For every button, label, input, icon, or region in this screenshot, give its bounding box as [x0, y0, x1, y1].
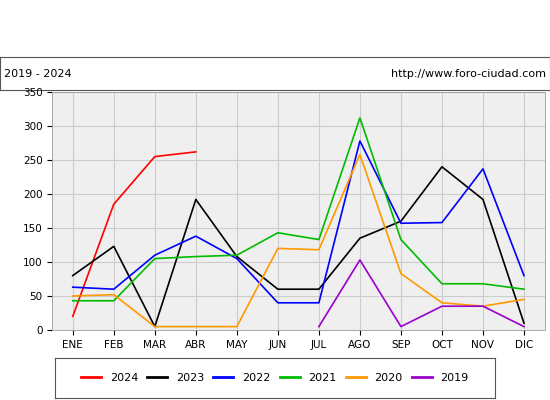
Legend: 2024, 2023, 2022, 2021, 2020, 2019: 2024, 2023, 2022, 2021, 2020, 2019 — [77, 368, 473, 388]
Text: Evolucion Nº Turistas Nacionales en el municipio de Sardón de los Frailes: Evolucion Nº Turistas Nacionales en el m… — [32, 22, 518, 36]
Text: http://www.foro-ciudad.com: http://www.foro-ciudad.com — [390, 69, 546, 78]
Text: 2019 - 2024: 2019 - 2024 — [4, 69, 72, 78]
